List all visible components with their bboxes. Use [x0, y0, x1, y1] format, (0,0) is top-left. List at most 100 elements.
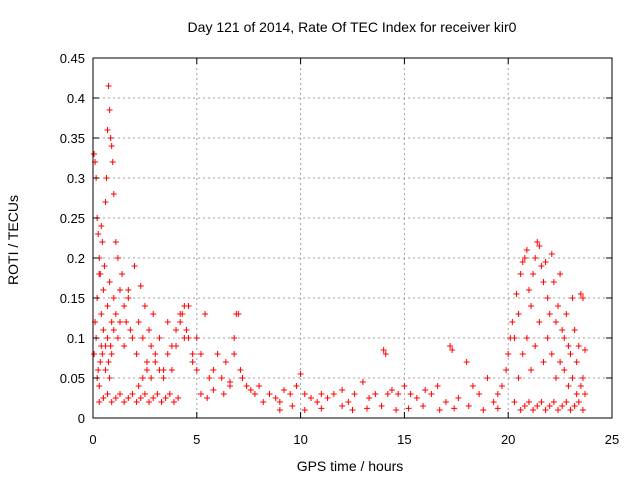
data-point [125, 287, 132, 293]
data-point [239, 375, 246, 381]
data-point [135, 383, 142, 389]
data-points [91, 83, 589, 413]
data-point [125, 395, 132, 401]
data-point [307, 395, 314, 401]
data-point [214, 351, 221, 357]
data-point [175, 395, 182, 401]
data-point [569, 375, 576, 381]
data-point [108, 399, 115, 405]
data-point [494, 405, 501, 412]
data-point [318, 391, 325, 397]
data-point [106, 107, 113, 113]
y-tick-label: 0.4 [67, 91, 85, 106]
y-tick-label: 0.3 [67, 171, 85, 186]
data-point [243, 383, 250, 389]
data-point [536, 243, 543, 249]
data-point [378, 403, 385, 409]
data-point [168, 367, 175, 373]
data-point [266, 391, 273, 397]
data-point [380, 347, 387, 353]
x-tick-label: 15 [397, 432, 411, 447]
data-point [218, 375, 225, 381]
data-point [422, 387, 429, 393]
data-point [276, 399, 283, 405]
data-point [339, 403, 346, 409]
data-point [272, 395, 279, 401]
data-point [575, 343, 582, 349]
data-point [95, 367, 102, 373]
data-point [436, 407, 443, 413]
data-point [548, 351, 555, 357]
data-point [542, 259, 549, 265]
data-point [91, 151, 98, 157]
data-point [407, 391, 414, 397]
data-point [129, 391, 136, 397]
data-point [189, 359, 196, 365]
data-point [301, 391, 308, 397]
x-axis-label: GPS time / hours [297, 458, 404, 474]
data-point [141, 303, 148, 309]
data-point [206, 375, 213, 381]
data-point [99, 239, 106, 245]
data-point [133, 351, 140, 357]
data-point [324, 395, 331, 401]
data-point [517, 407, 524, 413]
data-point [127, 327, 134, 333]
data-point [109, 159, 116, 165]
data-point [579, 407, 586, 413]
data-point [511, 399, 518, 405]
data-point [465, 403, 472, 409]
data-point [146, 399, 153, 405]
data-point [183, 327, 190, 333]
data-point [231, 335, 238, 341]
data-point [345, 399, 352, 405]
data-point [148, 375, 155, 381]
data-point [143, 359, 150, 365]
data-point [546, 403, 553, 409]
data-point [579, 375, 586, 381]
data-point [97, 359, 104, 365]
data-point [110, 191, 117, 197]
chart-title: Day 121 of 2014, Rate Of TEC Index for r… [188, 19, 517, 35]
data-point [276, 407, 283, 413]
y-tick-label: 0.25 [60, 211, 85, 226]
data-point [484, 375, 491, 381]
data-point [150, 395, 157, 401]
data-point [447, 343, 454, 349]
data-point [103, 175, 110, 181]
data-point [104, 303, 111, 309]
data-point [552, 375, 559, 381]
data-point [237, 367, 244, 373]
data-point [110, 295, 117, 301]
data-point [384, 391, 391, 397]
data-point [366, 395, 373, 401]
data-point [116, 391, 123, 397]
data-point [164, 319, 171, 325]
tick-labels: 0 5 10 15 20 25 0 0.05 0.1 0.15 0.2 0.25 0.3 0.35 0.4 0… [60, 51, 620, 447]
data-point [577, 383, 584, 389]
data-point [137, 395, 144, 401]
data-point [98, 343, 105, 349]
data-point [204, 395, 211, 401]
data-point [148, 343, 155, 349]
data-point [112, 239, 119, 245]
data-point [110, 327, 117, 333]
x-tick-label: 25 [605, 432, 619, 447]
data-point [513, 291, 520, 297]
data-point [222, 359, 229, 365]
data-point [573, 391, 580, 397]
x-tick-label: 10 [293, 432, 307, 447]
data-point [233, 311, 240, 317]
data-point [542, 407, 549, 413]
y-tick-label: 0.45 [60, 51, 85, 66]
data-point [96, 383, 103, 389]
data-point [105, 359, 112, 365]
data-point [107, 343, 114, 349]
data-point [538, 263, 545, 269]
data-point [480, 407, 487, 413]
data-point [567, 407, 574, 413]
data-point [99, 351, 106, 357]
y-tick-label: 0.2 [67, 251, 85, 266]
data-point [330, 391, 337, 397]
